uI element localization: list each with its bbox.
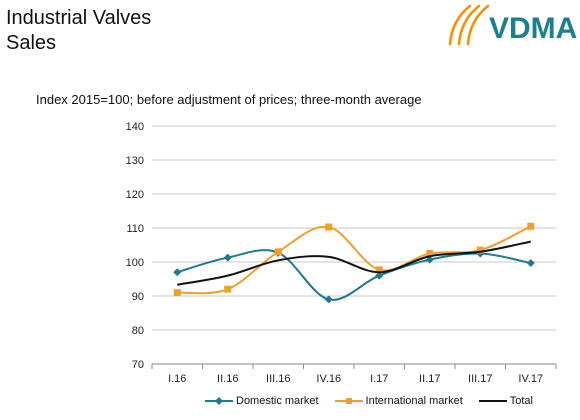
chart-title-block: Industrial Valves Sales <box>6 6 151 56</box>
data-point-domestic <box>526 259 535 268</box>
series-line-international-market <box>177 225 532 295</box>
vdma-logo: VDMA <box>448 4 577 46</box>
data-point-domestic <box>223 253 232 262</box>
legend-label-domestic: Domestic market <box>236 395 319 407</box>
data-point-domestic <box>173 268 182 277</box>
series-line-domestic-market <box>176 249 531 301</box>
data-point-international <box>173 289 181 297</box>
x-tick-label: III.17 <box>468 373 492 385</box>
y-tick-label: 140 <box>126 121 144 133</box>
x-tick-label: III.16 <box>266 373 290 385</box>
x-tick-label: IV.17 <box>518 373 543 385</box>
legend-item-total: Total <box>478 395 533 407</box>
page-subtitle: Sales <box>6 32 57 54</box>
data-point-international <box>375 266 383 274</box>
y-tick-label: 120 <box>126 189 144 201</box>
chart-subtitle: Index 2015=100; before adjustment of pri… <box>36 92 422 107</box>
data-point-international <box>527 222 535 230</box>
logo-arc-icon <box>448 4 490 46</box>
legend-item-domestic: Domestic market <box>205 395 319 407</box>
x-tick-label: II.17 <box>419 373 440 385</box>
legend-item-international: International market <box>334 395 463 407</box>
x-tick-label: I.16 <box>168 373 186 385</box>
data-point-international <box>274 248 282 256</box>
square-marker-icon <box>334 398 363 404</box>
data-point-domestic <box>324 295 333 304</box>
legend-label-total: Total <box>509 395 533 407</box>
data-point-international <box>476 246 484 254</box>
series-line-total <box>177 240 531 286</box>
y-tick-label: 70 <box>132 359 144 371</box>
page-title: Industrial Valves <box>6 7 152 29</box>
chart-legend: Domestic market International market Tot… <box>205 395 549 407</box>
data-point-international <box>426 250 434 257</box>
logo-text: VDMA <box>489 12 577 45</box>
data-point-domestic <box>375 271 384 280</box>
x-tick-label: I.17 <box>370 373 388 385</box>
x-tick-label: IV.16 <box>316 373 341 385</box>
legend-label-international: International market <box>365 395 463 407</box>
x-tick-label: II.16 <box>217 373 238 385</box>
data-point-international <box>224 285 232 293</box>
line-marker-icon <box>478 400 507 402</box>
y-tick-label: 80 <box>132 325 144 337</box>
y-tick-label: 110 <box>126 223 144 235</box>
y-tick-label: 100 <box>126 257 144 269</box>
y-tick-label: 130 <box>126 155 144 167</box>
diamond-marker-icon <box>205 397 233 405</box>
y-tick-label: 90 <box>132 291 144 303</box>
data-point-international <box>325 223 333 231</box>
